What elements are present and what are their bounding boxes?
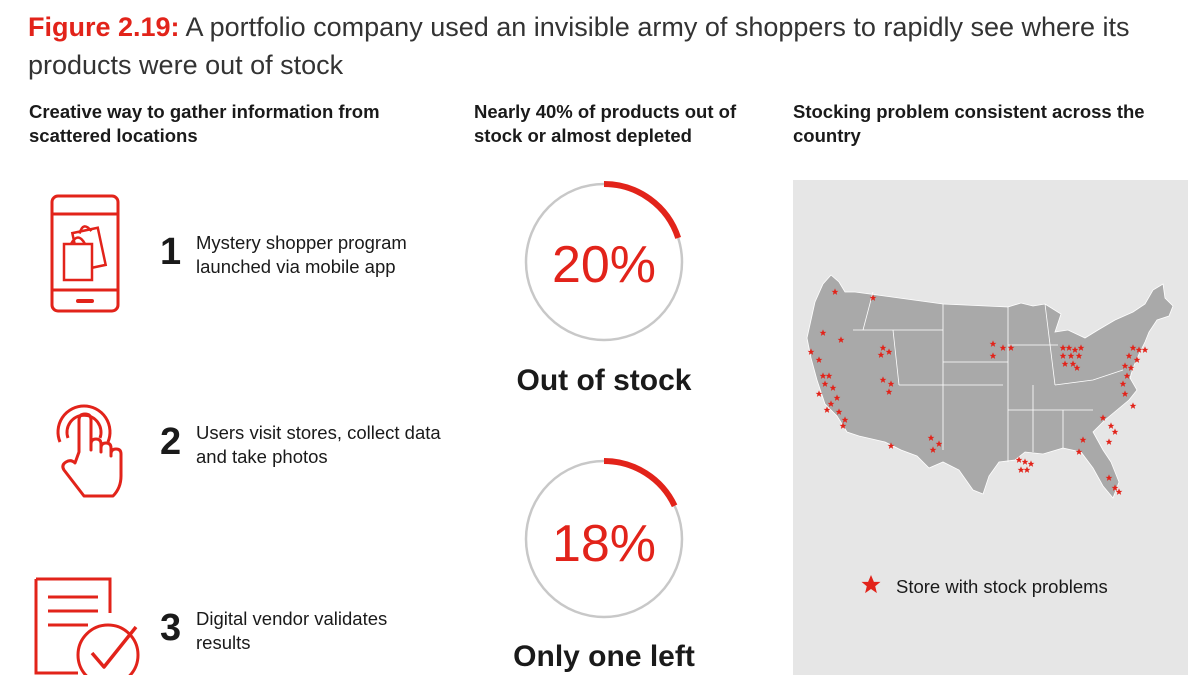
star-icon [1129, 344, 1137, 351]
star-icon [1067, 352, 1075, 359]
map-legend-label: Store with stock problems [896, 576, 1108, 597]
star-icon [1123, 372, 1131, 379]
out-of-stock-value: 20% [552, 236, 656, 294]
star-icon [829, 384, 837, 391]
out-of-stock-ring: 20% [524, 181, 684, 342]
star-icon [827, 400, 835, 407]
mobile-shopping-icon [50, 194, 120, 313]
star-icon [1141, 346, 1149, 353]
star-icon [1059, 352, 1067, 359]
star-icon [839, 422, 847, 429]
star-icon [887, 442, 895, 449]
star-icon [1135, 346, 1143, 353]
star-icon [831, 288, 839, 295]
star-icon [935, 440, 943, 447]
star-icon [989, 352, 997, 359]
figure-title: Figure 2.19: A portfolio company used an… [28, 8, 1178, 84]
star-icon [1061, 360, 1069, 367]
star-icon [1125, 352, 1133, 359]
star-icon [1069, 360, 1077, 367]
star-icon [877, 351, 885, 358]
star-icon [1115, 488, 1123, 495]
ring-progress-arc [603, 181, 682, 239]
star-icon [1105, 438, 1113, 445]
star-icon [815, 390, 823, 397]
right-column-heading: Stocking problem consistent across the c… [793, 101, 1145, 146]
us-mainland-shape [806, 274, 1174, 499]
out-of-stock-label: Out of stock [516, 364, 692, 397]
star-icon [819, 372, 827, 379]
star-icon [929, 446, 937, 453]
star-icon [1075, 352, 1083, 359]
star-icon [1105, 474, 1113, 481]
star-icon [1059, 344, 1067, 351]
store-markers [807, 288, 1149, 495]
legend-star-icon [861, 575, 881, 594]
star-icon [1121, 390, 1129, 397]
star-icon [837, 336, 845, 343]
star-icon [887, 380, 895, 387]
step-1-number: 1 [160, 231, 182, 273]
star-icon [1133, 356, 1141, 363]
star-icon [879, 344, 887, 351]
star-icon [1121, 362, 1129, 369]
star-icon [999, 344, 1007, 351]
star-icon [1065, 344, 1073, 351]
star-icon [833, 394, 841, 401]
step-2-number: 2 [160, 421, 182, 463]
star-icon [869, 294, 877, 301]
star-icon [1077, 344, 1085, 351]
star-icon [1021, 458, 1029, 465]
star-icon [825, 372, 833, 379]
checked-document-icon [34, 577, 140, 675]
ring-progress-arc [603, 458, 678, 508]
star-icon [1027, 460, 1035, 467]
only-one-left-value: 18% [552, 515, 656, 573]
star-icon [1099, 414, 1107, 421]
star-icon [1017, 466, 1025, 473]
star-icon [1007, 344, 1015, 351]
star-icon [823, 406, 831, 413]
star-icon [1127, 364, 1135, 371]
star-icon [1071, 346, 1079, 353]
star-icon [879, 376, 887, 383]
star-icon [1129, 402, 1137, 409]
middle-column-heading: Nearly 40% of products out of stock or a… [474, 101, 737, 146]
us-map-panel [793, 180, 1188, 675]
star-icon [989, 340, 997, 347]
star-icon [927, 434, 935, 441]
star-icon [1111, 428, 1119, 435]
step-1-text: Mystery shopper program launched via mob… [196, 232, 407, 277]
star-icon [885, 348, 893, 355]
step-3-text: Digital vendor validates results [196, 608, 388, 653]
star-icon [1015, 456, 1023, 463]
star-icon [1111, 484, 1119, 491]
figure-number: Figure 2.19: [28, 12, 180, 42]
figure-caption: A portfolio company used an invisible ar… [28, 12, 1130, 80]
us-map [806, 274, 1174, 594]
star-icon [815, 356, 823, 363]
star-icon [835, 408, 843, 415]
star-icon [1107, 422, 1115, 429]
star-icon [821, 380, 829, 387]
step-2-text: Users visit stores, collect data and tak… [196, 422, 441, 467]
star-icon [807, 348, 815, 355]
star-icon [1119, 380, 1127, 387]
only-one-left-label: Only one left [513, 640, 695, 673]
star-icon [841, 416, 849, 423]
star-icon [819, 329, 827, 336]
left-column-heading: Creative way to gather information from … [29, 101, 380, 146]
star-icon [1075, 448, 1083, 455]
step-3-number: 3 [160, 607, 182, 649]
star-icon [1023, 466, 1031, 473]
star-icon [885, 388, 893, 395]
star-icon [1073, 364, 1081, 371]
state-borders [853, 291, 1124, 462]
star-icon [1079, 436, 1087, 443]
tap-hand-icon [56, 404, 123, 498]
only-one-left-ring: 18% [524, 458, 684, 619]
